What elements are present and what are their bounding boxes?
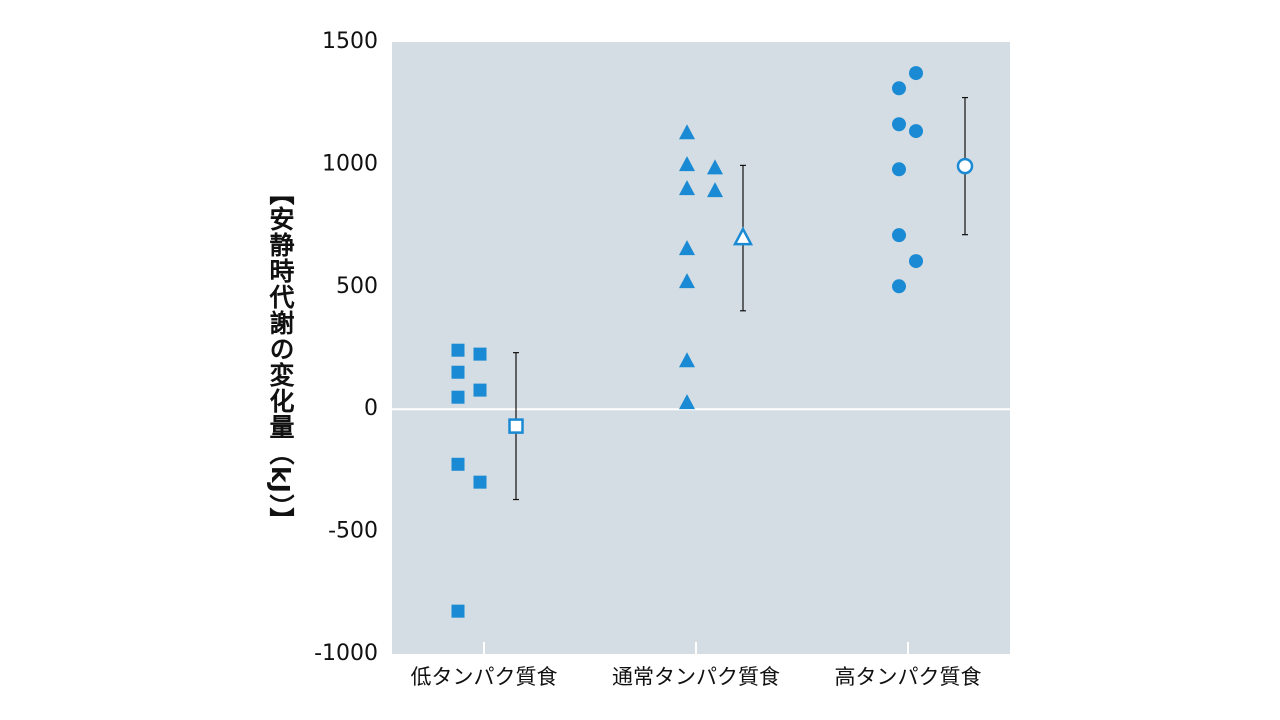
y-tick-label: 1000	[322, 151, 378, 176]
mean-marker	[508, 418, 524, 434]
data-point	[451, 365, 465, 379]
data-point	[909, 124, 923, 139]
data-point	[679, 156, 695, 172]
data-point	[679, 352, 695, 368]
x-tick-label: 高タンパク質食	[835, 665, 982, 689]
y-tick-label: -500	[328, 519, 378, 544]
data-point	[892, 117, 906, 132]
data-point	[473, 347, 487, 361]
data-point	[473, 383, 487, 397]
y-tick-label: 1500	[322, 29, 378, 54]
data-point	[679, 273, 695, 289]
data-point	[909, 66, 923, 81]
data-point	[892, 279, 906, 294]
x-tick-label: 低タンパク質食	[411, 665, 558, 689]
data-point	[707, 182, 723, 198]
data-point	[473, 475, 487, 489]
data-point	[909, 254, 923, 269]
data-point	[707, 159, 723, 175]
plot-area	[392, 42, 1010, 654]
data-point	[892, 228, 906, 243]
data-point	[679, 124, 695, 140]
y-tick-label: -1000	[314, 641, 378, 666]
data-point	[451, 343, 465, 357]
data-point	[451, 457, 465, 471]
y-tick-label: 500	[336, 274, 378, 299]
data-point	[892, 81, 906, 96]
data-point	[679, 240, 695, 256]
data-point	[451, 604, 465, 618]
data-point	[679, 394, 695, 410]
data-point	[892, 162, 906, 177]
mean-marker	[732, 226, 754, 246]
data-point	[679, 180, 695, 196]
data-point	[451, 390, 465, 404]
y-tick-label: 0	[364, 396, 378, 421]
y-axis-label: 【安静時代謝の変化量（kJ）】	[266, 180, 295, 534]
mean-marker	[956, 157, 974, 175]
x-tick-label: 通常タンパク質食	[612, 665, 780, 689]
